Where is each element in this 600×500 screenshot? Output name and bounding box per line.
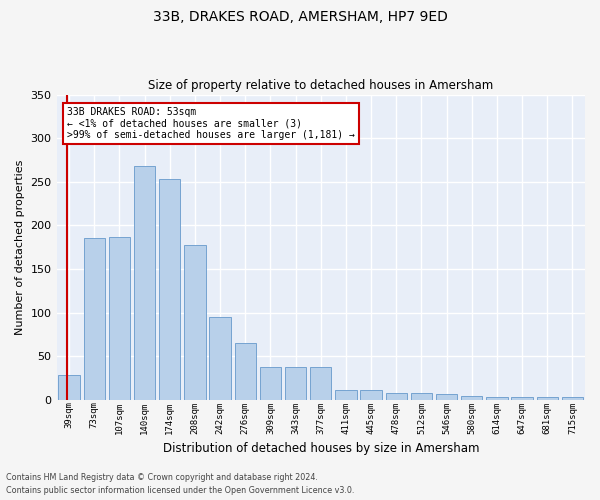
Text: Contains HM Land Registry data © Crown copyright and database right 2024.
Contai: Contains HM Land Registry data © Crown c… (6, 474, 355, 495)
Bar (184, 244, 206, 400)
Y-axis label: Number of detached properties: Number of detached properties (15, 160, 25, 335)
Bar (285, 367, 307, 400)
Bar (335, 390, 356, 400)
Bar (436, 394, 457, 400)
Bar (310, 367, 331, 400)
Bar (486, 396, 508, 400)
Bar (411, 393, 432, 400)
Title: Size of property relative to detached houses in Amersham: Size of property relative to detached ho… (148, 79, 493, 92)
Bar (209, 317, 231, 400)
Bar (83, 238, 105, 400)
Bar (159, 179, 181, 400)
Bar (361, 390, 382, 400)
Bar (511, 396, 533, 400)
Bar (461, 396, 482, 400)
Bar (109, 237, 130, 400)
Bar (134, 166, 155, 400)
Text: 33B, DRAKES ROAD, AMERSHAM, HP7 9ED: 33B, DRAKES ROAD, AMERSHAM, HP7 9ED (152, 10, 448, 24)
Bar (536, 398, 558, 400)
Bar (235, 344, 256, 400)
Text: 33B DRAKES ROAD: 53sqm
← <1% of detached houses are smaller (3)
>99% of semi-det: 33B DRAKES ROAD: 53sqm ← <1% of detached… (67, 107, 355, 140)
Bar (386, 393, 407, 400)
Bar (562, 398, 583, 400)
X-axis label: Distribution of detached houses by size in Amersham: Distribution of detached houses by size … (163, 442, 479, 455)
Bar (260, 367, 281, 400)
Bar (58, 374, 80, 400)
